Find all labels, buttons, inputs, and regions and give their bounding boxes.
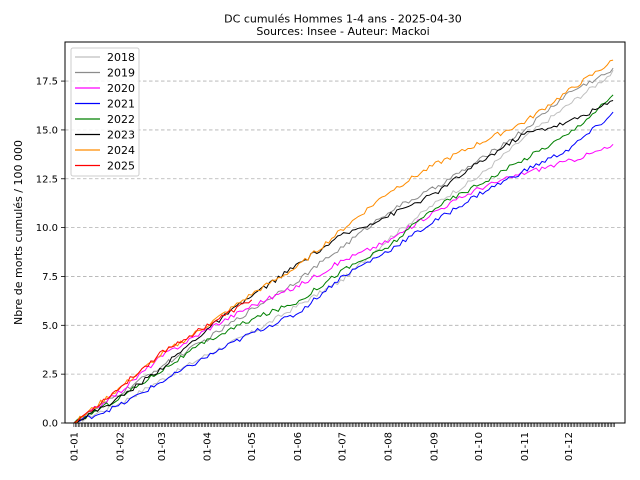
x-tick-label: 01-06 [293,432,304,461]
legend-label: 2019 [107,67,135,80]
series-line-2019 [73,67,614,424]
series-line-2024 [73,59,614,424]
x-tick-label: 01-08 [383,432,394,461]
y-tick-label: 10.0 [36,223,58,234]
x-tick-label: 01-01 [69,432,80,461]
y-tick-label: 7.5 [42,272,58,283]
x-tick-label: 01-03 [157,432,168,461]
grid-lines [65,80,625,424]
x-tick-label: 01-11 [520,432,531,461]
y-tick-label: 5.0 [42,321,58,332]
legend-label: 2022 [107,113,135,126]
legend-label: 2021 [107,98,135,111]
legend-label: 2018 [107,51,135,64]
x-tick-label: 01-05 [247,432,258,461]
series-line-2025 [73,299,253,424]
chart-subtitle: Sources: Insee - Auteur: Mackoi [256,25,429,38]
x-axis-ticks: 01-01 01-02 01-03 01-04 01-05 01-06 01-07 01-08… [69,423,615,461]
y-tick-label: 15.0 [36,125,58,136]
legend-label: 2025 [107,160,135,173]
legend-box [70,47,140,177]
chart-title: DC cumulés Hommes 1-4 ans - 2025-04-30 [224,13,462,26]
legend-label: 2024 [107,144,135,157]
series-line-2023 [73,100,614,424]
y-tick-label: 0.0 [42,419,58,430]
y-tick-label: 12.5 [36,174,58,185]
y-tick-label: 2.5 [42,370,58,381]
legend: 2018 2019 2020 2021 2022 2023 2024 2025 [70,47,140,177]
y-axis-ticks: 0.0 2.5 5.0 7.5 10.0 12.5 15.0 17.5 [36,77,65,430]
x-tick-label: 01-07 [338,432,349,461]
series-lines [73,59,614,424]
series-line-2021 [73,111,614,424]
series-line-2018 [73,69,614,424]
x-tick-label: 01-02 [115,432,126,461]
y-axis-label: Nbre de morts cumulés / 100 000 [12,140,25,325]
series-line-2022 [73,94,614,424]
x-tick-label: 01-04 [203,432,214,461]
legend-label: 2020 [107,82,135,95]
legend-label: 2023 [107,129,135,142]
y-tick-label: 17.5 [36,77,58,88]
series-line-2020 [73,143,614,424]
x-tick-label: 01-10 [474,432,485,461]
x-tick-label: 01-12 [564,432,575,461]
x-tick-label: 01-09 [429,432,440,461]
